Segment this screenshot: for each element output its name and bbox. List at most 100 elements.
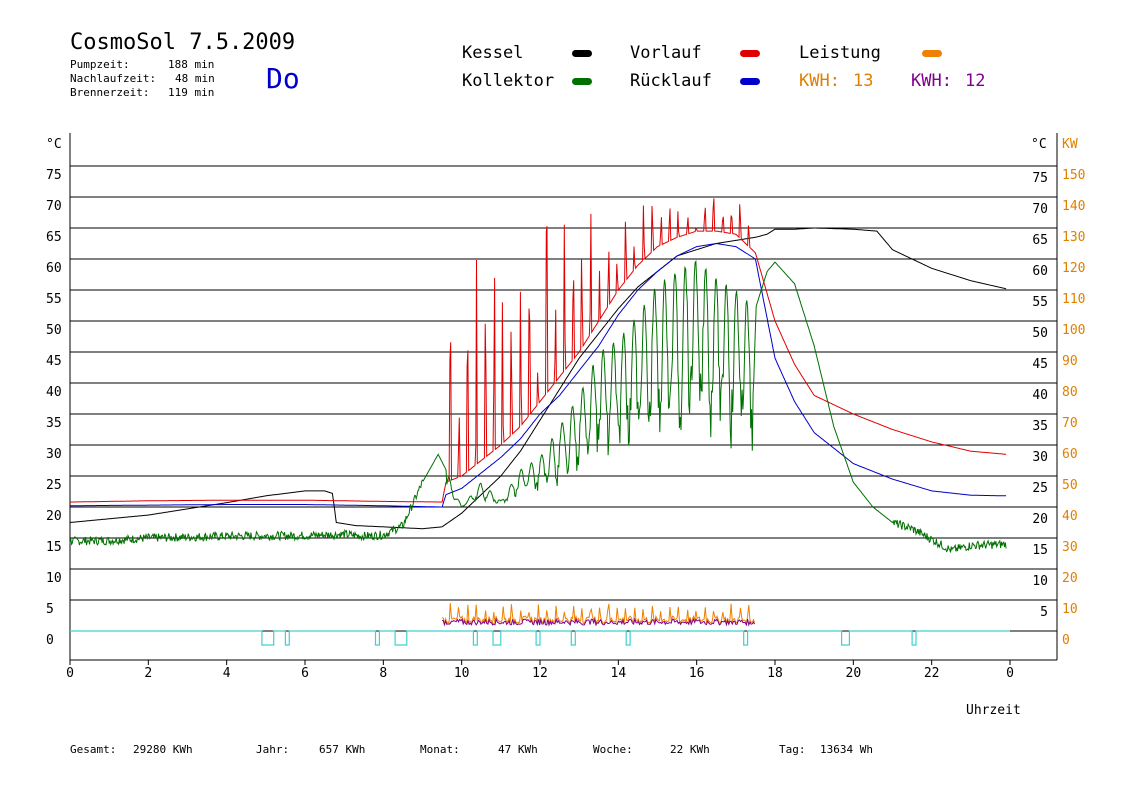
y-tick-right: 10 [1032,574,1048,589]
footer-woche-value: 22 KWh [670,743,710,756]
y-tick-right: 75 [1032,171,1048,186]
legend-leistung-label: Leistung [799,43,881,63]
y-tick-kw: 40 [1062,509,1078,524]
x-tick-label: 8 [379,666,387,681]
x-tick-label: 6 [301,666,309,681]
y-tick-right: 50 [1032,326,1048,341]
series-leistung [441,603,756,626]
footer-tag-value: 13634 Wh [820,743,873,756]
legend-kwh2-value: 12 [965,71,986,91]
grid-lines [70,165,1057,632]
info-brennerzeit-value: 119 min [168,86,215,99]
y-tick-right: 45 [1032,357,1048,372]
weekday-label: Do [266,62,300,95]
y-tick-left: 70 [46,199,62,214]
info-pumpzeit-label: Pumpzeit: [70,58,130,71]
y-tick-left: 65 [46,230,62,245]
info-brennerzeit-label: Brennerzeit: [70,86,150,99]
y-tick-right: 70 [1032,202,1048,217]
legend-kwh1-value: 13 [853,71,874,91]
x-tick-label: 16 [689,666,705,681]
y-tick-left: 20 [46,509,62,524]
y-tick-right: 60 [1032,264,1048,279]
y-tick-kw: 10 [1062,602,1078,617]
y-tick-kw: 100 [1062,323,1085,338]
x-tick-label: 18 [767,666,783,681]
y-tick-right: 15 [1032,543,1048,558]
y-tick-left: 30 [46,447,62,462]
y-tick-left: 40 [46,385,62,400]
x-tick-label: 4 [223,666,231,681]
y-tick-kw: 0 [1062,633,1070,648]
y-axis-right-ticks: 5 10 15 20 25 30 35 40 45 50 55 60 65 70 75 [1032,171,1048,620]
footer-gesamt-value: 29280 KWh [133,743,193,756]
y-tick-left: 25 [46,478,62,493]
x-tick-label: 2 [144,666,152,681]
y-tick-left: 75 [46,168,62,183]
legend-vorlauf-label: Vorlauf [630,43,702,63]
legend-kollektor-swatch [572,78,592,85]
legend-leistung-swatch [922,50,942,57]
info-nachlaufzeit-value: 48 min [175,72,215,85]
y-tick-kw: 90 [1062,354,1078,369]
footer-woche-label: Woche: [593,743,633,756]
y-tick-left: 5 [46,602,54,617]
page-title: CosmoSol 7.5.2009 [70,30,296,55]
footer-jahr-label: Jahr: [256,743,290,756]
x-axis-ticks: 0 2 4 6 8 10 12 14 16 18 20 22 0 [66,660,1014,681]
y-axis-kw-label: KW [1062,137,1078,152]
x-tick-label: 0 [1006,666,1014,681]
series-kessel [69,227,1007,530]
footer-jahr-value: 657 KWh [319,743,366,756]
legend-kessel-label: Kessel [462,43,524,63]
legend-ruecklauf-label: Rücklauf [630,71,712,91]
x-tick-label: 10 [454,666,470,681]
series-kwh [441,617,756,627]
y-tick-left: 10 [46,571,62,586]
footer-monat-label: Monat: [420,743,460,756]
y-tick-left: 45 [46,354,62,369]
x-axis-label: Uhrzeit [966,703,1021,718]
legend-kessel-swatch [572,50,592,57]
x-tick-label: 12 [532,666,548,681]
legend-kwh1-label: KWH: [799,71,840,91]
y-tick-kw: 140 [1062,199,1085,214]
info-pumpzeit-value: 188 min [168,58,215,71]
y-tick-left: 55 [46,292,62,307]
y-axis-left-ticks: 0 5 10 15 20 25 30 35 40 45 50 55 60 65 70 75 [46,168,62,648]
x-tick-label: 20 [846,666,862,681]
y-tick-right: 65 [1032,233,1048,248]
y-tick-left: 35 [46,416,62,431]
y-tick-right: 40 [1032,388,1048,403]
series-ruecklauf [70,242,1007,508]
y-tick-kw: 60 [1062,447,1078,462]
bottom-markers [70,630,1010,646]
y-axis-kw-ticks: 0 10 20 30 40 50 60 70 80 90 100 110 120 130 140 150 [1062,168,1085,648]
y-tick-left: 0 [46,633,54,648]
y-tick-kw: 120 [1062,261,1085,276]
y-tick-kw: 50 [1062,478,1078,493]
y-tick-right: 20 [1032,512,1048,527]
y-tick-kw: 70 [1062,416,1078,431]
y-tick-right: 55 [1032,295,1048,310]
axes [69,133,1058,661]
info-nachlaufzeit-label: Nachlaufzeit: [70,72,157,85]
x-tick-label: 0 [66,666,74,681]
footer-monat-value: 47 KWh [498,743,538,756]
series-lines [69,198,1007,627]
series-kollektor [69,259,1007,553]
y-tick-left: 15 [46,540,62,555]
y-tick-kw: 80 [1062,385,1078,400]
legend-kwh2-label: KWH: [911,71,952,91]
legend-ruecklauf-swatch [740,78,760,85]
legend-vorlauf-swatch [740,50,760,57]
y-tick-left: 50 [46,323,62,338]
y-tick-right: 35 [1032,419,1048,434]
y-tick-kw: 130 [1062,230,1085,245]
y-tick-right: 25 [1032,481,1048,496]
y-tick-right: 30 [1032,450,1048,465]
y-tick-kw: 150 [1062,168,1085,183]
x-tick-label: 22 [924,666,940,681]
y-tick-kw: 30 [1062,540,1078,555]
